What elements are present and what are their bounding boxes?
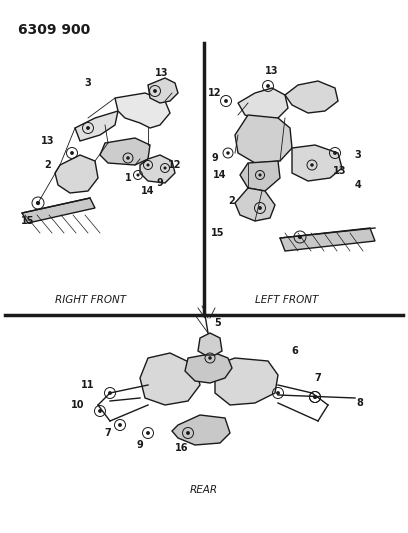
Circle shape: [224, 99, 228, 103]
Polygon shape: [75, 111, 118, 141]
Text: REAR: REAR: [190, 485, 218, 495]
Circle shape: [98, 409, 102, 413]
Polygon shape: [235, 188, 275, 221]
Circle shape: [276, 391, 280, 395]
Text: 9: 9: [137, 440, 143, 450]
Text: 9: 9: [212, 153, 218, 163]
Polygon shape: [55, 155, 98, 193]
Circle shape: [258, 173, 262, 176]
Circle shape: [36, 201, 40, 205]
Polygon shape: [115, 93, 170, 128]
Circle shape: [298, 235, 302, 239]
Polygon shape: [240, 161, 280, 191]
Text: 13: 13: [333, 166, 347, 176]
Circle shape: [70, 151, 74, 155]
Text: 14: 14: [213, 170, 227, 180]
Polygon shape: [148, 78, 178, 103]
Text: 12: 12: [168, 160, 182, 170]
Text: 15: 15: [21, 216, 35, 226]
Text: 9: 9: [157, 178, 163, 188]
Circle shape: [86, 126, 90, 130]
Circle shape: [164, 166, 166, 169]
Text: 13: 13: [155, 68, 169, 78]
Circle shape: [136, 173, 140, 176]
Text: 12: 12: [208, 88, 222, 98]
Text: 6: 6: [292, 346, 298, 356]
Text: LEFT FRONT: LEFT FRONT: [255, 295, 318, 305]
Text: 4: 4: [355, 180, 361, 190]
Polygon shape: [280, 228, 375, 251]
Circle shape: [146, 431, 150, 435]
Circle shape: [118, 423, 122, 427]
Circle shape: [153, 89, 157, 93]
Circle shape: [313, 395, 317, 399]
Polygon shape: [292, 145, 342, 181]
Text: 10: 10: [71, 400, 85, 410]
Circle shape: [313, 395, 317, 399]
Circle shape: [266, 84, 270, 88]
Polygon shape: [198, 333, 222, 355]
Polygon shape: [285, 81, 338, 113]
Text: 15: 15: [211, 228, 225, 238]
Polygon shape: [140, 155, 175, 183]
Circle shape: [126, 156, 130, 160]
Circle shape: [333, 151, 337, 155]
Polygon shape: [22, 198, 95, 223]
Circle shape: [108, 391, 112, 395]
Text: 3: 3: [355, 150, 361, 160]
Polygon shape: [238, 88, 288, 121]
Polygon shape: [172, 415, 230, 445]
Circle shape: [310, 163, 314, 167]
Circle shape: [258, 206, 262, 210]
Text: 6309 900: 6309 900: [18, 23, 90, 37]
Text: 2: 2: [228, 196, 235, 206]
Circle shape: [146, 164, 150, 167]
Polygon shape: [235, 115, 292, 163]
Circle shape: [186, 431, 190, 435]
Text: 13: 13: [41, 136, 55, 146]
Polygon shape: [100, 138, 150, 165]
Text: 11: 11: [81, 380, 95, 390]
Text: 5: 5: [215, 318, 222, 328]
Polygon shape: [140, 353, 200, 405]
Polygon shape: [185, 353, 232, 383]
Text: 16: 16: [175, 443, 189, 453]
Circle shape: [208, 356, 212, 360]
Text: 2: 2: [44, 160, 51, 170]
Text: 13: 13: [265, 66, 279, 76]
Text: RIGHT FRONT: RIGHT FRONT: [55, 295, 126, 305]
Polygon shape: [215, 358, 278, 405]
Text: 14: 14: [141, 186, 155, 196]
Text: 3: 3: [84, 78, 91, 88]
Text: 1: 1: [124, 173, 131, 183]
Text: 8: 8: [357, 398, 364, 408]
Text: 7: 7: [315, 373, 322, 383]
Circle shape: [226, 151, 230, 155]
Text: 7: 7: [104, 428, 111, 438]
